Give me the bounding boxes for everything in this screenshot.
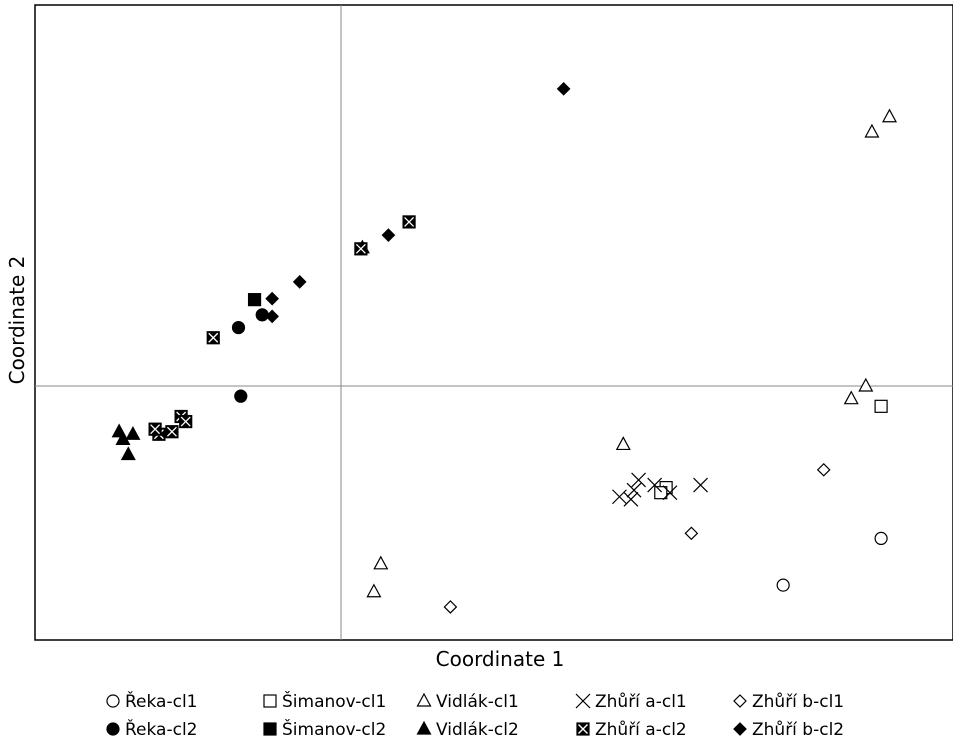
legend-label: Šimanov-cl2 — [282, 718, 386, 740]
legend-marker — [576, 722, 590, 736]
data-point — [255, 308, 269, 322]
data-point — [381, 228, 396, 242]
data-point — [402, 215, 416, 229]
data-point — [125, 426, 141, 440]
data-point — [206, 331, 220, 345]
legend-item: Vidlák-cl2 — [416, 720, 519, 740]
legend-marker — [263, 694, 277, 708]
data-point — [165, 425, 179, 439]
data-point — [816, 462, 831, 477]
data-point — [612, 489, 627, 505]
y-axis-title: Coordinate 2 — [5, 256, 29, 385]
data-point — [864, 123, 880, 138]
reference-lines — [35, 5, 953, 640]
data-point — [366, 583, 382, 598]
data-point — [354, 242, 368, 256]
data-point — [292, 275, 307, 289]
legend-item: Řeka-cl2 — [106, 718, 198, 740]
legend-item: Šimanov-cl2 — [263, 718, 386, 740]
legend-marker — [416, 692, 432, 707]
data-point — [234, 389, 248, 403]
legend-label: Vidlák-cl2 — [436, 720, 519, 740]
legend-item: Vidlák-cl1 — [416, 692, 519, 712]
legend-marker — [733, 722, 747, 736]
data-points — [111, 81, 898, 614]
data-point — [115, 431, 131, 445]
data-point — [443, 600, 458, 614]
data-point — [874, 531, 888, 546]
legend-label: Vidlák-cl1 — [436, 692, 519, 712]
legend-label: Šimanov-cl1 — [282, 690, 386, 712]
data-point — [654, 486, 668, 500]
data-point — [881, 108, 898, 123]
data-point — [179, 414, 193, 429]
legend: Řeka-cl1 Šimanov-cl1 Vidlák-cl1 Zhůří a-cl1… — [106, 690, 844, 740]
legend-item: Šimanov-cl1 — [263, 690, 386, 712]
data-point — [120, 446, 136, 461]
legend-marker — [263, 722, 277, 736]
data-point — [623, 491, 639, 507]
legend-label: Řeka-cl1 — [125, 690, 198, 712]
legend-marker — [733, 694, 747, 708]
data-point — [874, 399, 888, 413]
data-point — [631, 472, 647, 488]
legend-label: Řeka-cl2 — [125, 718, 198, 740]
legend-label: Zhůří b-cl1 — [752, 692, 844, 712]
legend-marker — [416, 720, 432, 735]
data-point — [265, 291, 279, 306]
data-point — [843, 390, 859, 405]
data-point — [626, 482, 642, 498]
legend-item: Zhůří a-cl1 — [575, 692, 687, 712]
legend-item: Zhůří a-cl2 — [576, 720, 687, 740]
data-point — [662, 485, 678, 501]
data-point — [231, 320, 246, 335]
legend-label: Zhůří a-cl1 — [595, 692, 687, 712]
legend-item: Řeka-cl1 — [106, 690, 198, 712]
x-axis-title: Coordinate 1 — [436, 647, 565, 671]
legend-label: Zhůří a-cl2 — [595, 720, 687, 740]
legend-item: Zhůří b-cl2 — [733, 720, 844, 740]
legend-marker — [106, 722, 120, 736]
data-point — [615, 436, 631, 451]
legend-label: Zhůří b-cl2 — [752, 720, 844, 740]
data-point — [684, 526, 699, 541]
data-point — [247, 293, 262, 307]
data-point — [693, 477, 708, 493]
data-point — [647, 477, 663, 493]
data-point — [373, 555, 389, 570]
legend-item: Zhůří b-cl1 — [733, 692, 844, 712]
plot-frame — [34, 4, 953, 641]
data-point — [265, 309, 279, 324]
legend-marker — [575, 693, 591, 709]
data-point — [148, 422, 162, 436]
legend-marker — [106, 694, 120, 708]
data-point — [556, 81, 571, 96]
data-point — [776, 578, 790, 592]
data-point — [858, 377, 874, 392]
